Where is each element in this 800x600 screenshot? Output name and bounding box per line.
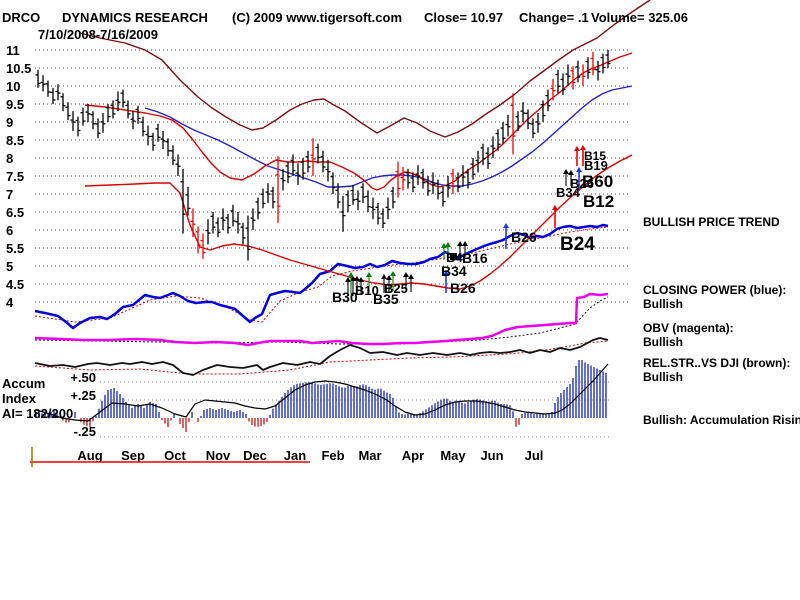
buy-signal-arrow-head xyxy=(563,169,569,174)
y-axis-label: 10 xyxy=(6,79,20,94)
buy-signal-arrow-head xyxy=(574,146,580,151)
buy-signal-arrow-head xyxy=(445,242,451,247)
blue-ma-line xyxy=(144,85,633,188)
month-label: Oct xyxy=(164,448,186,463)
signal-label: B26 xyxy=(511,229,537,245)
month-label: Sep xyxy=(121,448,145,463)
ticker-symbol: DRCO xyxy=(2,10,41,25)
accum-grid-label-minus25: -.25 xyxy=(73,424,96,439)
y-axis-label: 9 xyxy=(6,115,13,130)
buy-signal-arrow-head xyxy=(568,170,574,175)
buy-signal-arrow-head xyxy=(358,277,364,282)
buy-signal-arrow-head xyxy=(403,272,409,277)
signal-label: B12 xyxy=(583,192,614,211)
rs-status: Bullish xyxy=(643,370,684,384)
buy-signal-arrow-head xyxy=(381,274,387,279)
buy-signal-arrow-head xyxy=(443,270,449,275)
buy-signal-arrow-head xyxy=(408,274,414,279)
signal-label: B16 xyxy=(462,250,488,266)
buy-signal-arrow-head xyxy=(576,167,582,172)
y-axis-label: 4.5 xyxy=(6,277,24,292)
month-label: May xyxy=(440,448,466,463)
signal-label: B10 xyxy=(355,283,379,298)
obv-status: Bullish xyxy=(643,335,684,349)
y-axis-label: 5 xyxy=(6,259,13,274)
buy-signal-arrow-head xyxy=(503,223,509,228)
month-label: Apr xyxy=(402,448,424,463)
signal-label: B30 xyxy=(332,289,358,305)
y-axis-label: 6 xyxy=(6,223,13,238)
y-axis-label: 8.5 xyxy=(6,133,24,148)
buy-signal-arrow-head xyxy=(366,272,372,277)
signal-label: B19 xyxy=(584,158,608,173)
buy-signal-arrow-head xyxy=(348,272,354,277)
buy-signal-arrow-head xyxy=(552,205,558,210)
buy-signal-arrow-head xyxy=(354,276,360,281)
y-axis-label: 5.5 xyxy=(6,241,24,256)
signal-square-marker xyxy=(450,253,457,260)
y-axis-label: 7 xyxy=(6,187,13,202)
signal-label: B4 xyxy=(446,250,463,265)
month-label: Nov xyxy=(206,448,231,463)
y-axis-label: 10.5 xyxy=(6,61,31,76)
signal-label: B34 xyxy=(441,263,467,279)
signal-label: B26 xyxy=(450,280,476,296)
obv-title: OBV (magenta): xyxy=(643,321,734,335)
y-axis-label: 7.5 xyxy=(6,169,24,184)
obv-line xyxy=(34,292,609,347)
buy-signal-arrow-head xyxy=(345,277,351,282)
y-axis-label: 11 xyxy=(6,43,20,58)
month-label: Jan xyxy=(284,448,306,463)
buy-signal-arrow-head xyxy=(457,241,463,246)
red-ma-line xyxy=(84,52,633,191)
y-axis-label: 4 xyxy=(6,295,14,310)
buy-signal-arrow-head xyxy=(462,241,468,246)
cp-title: CLOSING POWER (blue): xyxy=(643,283,787,297)
volume-value: Volume= 325.06 xyxy=(591,10,688,25)
rs-trend-dotted-line xyxy=(34,340,609,375)
rs-title: REL.STR..VS DJI (brown): xyxy=(643,356,791,370)
buy-signal-arrow-head xyxy=(390,271,396,276)
accum-note: Bullish: Accumulation Rising xyxy=(643,413,800,427)
accum-grid-label-plus50: +.50 xyxy=(70,370,96,385)
month-label: Jun xyxy=(480,448,503,463)
cp-status: Bullish xyxy=(643,297,684,311)
accum-title-2: Index xyxy=(2,391,36,406)
accum-grid-label-plus25: +.25 xyxy=(70,388,96,403)
signal-label: B25 xyxy=(384,281,408,296)
signal-label: B34 xyxy=(556,185,581,200)
accum-ma-line xyxy=(35,363,609,422)
ai-value: AI= 182/200 xyxy=(2,406,74,421)
month-label: Jul xyxy=(525,448,544,463)
company-name: DYNAMICS RESEARCH xyxy=(62,10,208,25)
y-axis-label: 8 xyxy=(6,151,13,166)
lower-band-line xyxy=(84,154,633,290)
copyright-text: (C) 2009 www.tigersoft.com xyxy=(232,10,402,25)
change-value: Change= .1 xyxy=(519,10,589,25)
close-value: Close= 10.97 xyxy=(424,10,504,25)
y-axis-label: 6.5 xyxy=(6,205,24,220)
buy-signal-arrow-head xyxy=(580,145,586,150)
signal-label: B35 xyxy=(373,291,399,307)
y-axis-label: 9.5 xyxy=(6,97,24,112)
signal-label: B60 xyxy=(582,172,613,191)
buy-signal-arrow-head xyxy=(386,275,392,280)
signal-label: B15 xyxy=(584,149,606,163)
accum-title-1: Accum xyxy=(2,376,46,391)
signal-label: B26 xyxy=(570,176,594,191)
trend-label: BULLISH PRICE TREND xyxy=(643,215,780,229)
month-label: Feb xyxy=(321,448,344,463)
signal-label: B24 xyxy=(560,234,595,255)
relative-strength-line xyxy=(34,337,609,376)
date-range: 7/10/2008-7/16/2009 xyxy=(38,27,158,42)
month-label: Mar xyxy=(358,448,381,463)
obv-trend-dotted-line xyxy=(34,296,609,345)
month-label: Aug xyxy=(77,448,102,463)
upper-band-line xyxy=(79,0,651,138)
closing-power-line xyxy=(34,223,609,330)
month-label: Dec xyxy=(243,448,267,463)
